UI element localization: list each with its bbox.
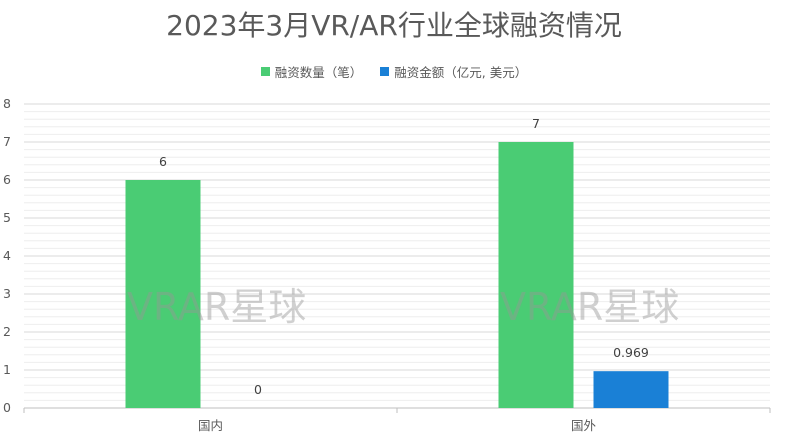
legend: 融资数量（笔） 融资金额（亿元, 美元） [0, 62, 788, 81]
y-tick-label: 6 [3, 172, 11, 187]
legend-swatch-amount [380, 67, 390, 76]
y-tick-label: 7 [3, 134, 11, 149]
bar [125, 180, 201, 408]
data-label: 7 [532, 116, 540, 131]
legend-swatch-count [260, 67, 270, 76]
y-tick-label: 0 [3, 400, 11, 415]
y-tick-label: 5 [3, 210, 11, 225]
legend-label-count: 融资数量（笔） [274, 65, 363, 80]
y-tick-label: 3 [3, 286, 11, 301]
data-label: 0.969 [613, 345, 649, 360]
y-tick-label: 1 [3, 362, 11, 377]
legend-item-count: 融资数量（笔） [260, 62, 363, 81]
chart-title: 2023年3月VR/AR行业全球融资情况 [166, 9, 622, 42]
watermark-right: VRAR星球 [500, 285, 680, 329]
y-tick-label: 4 [3, 248, 11, 263]
legend-item-amount: 融资金额（亿元, 美元） [380, 62, 527, 81]
watermark-left: VRAR星球 [127, 285, 307, 329]
x-tick-label: 国外 [571, 418, 597, 433]
x-tick-label: 国内 [198, 418, 223, 433]
y-tick-label: 2 [3, 324, 11, 339]
bar [593, 371, 669, 408]
data-label: 0 [254, 382, 262, 397]
data-label: 6 [159, 154, 167, 169]
y-tick-label: 8 [3, 96, 11, 111]
legend-label-amount: 融资金额（亿元, 美元） [394, 65, 528, 80]
bar [498, 142, 574, 408]
